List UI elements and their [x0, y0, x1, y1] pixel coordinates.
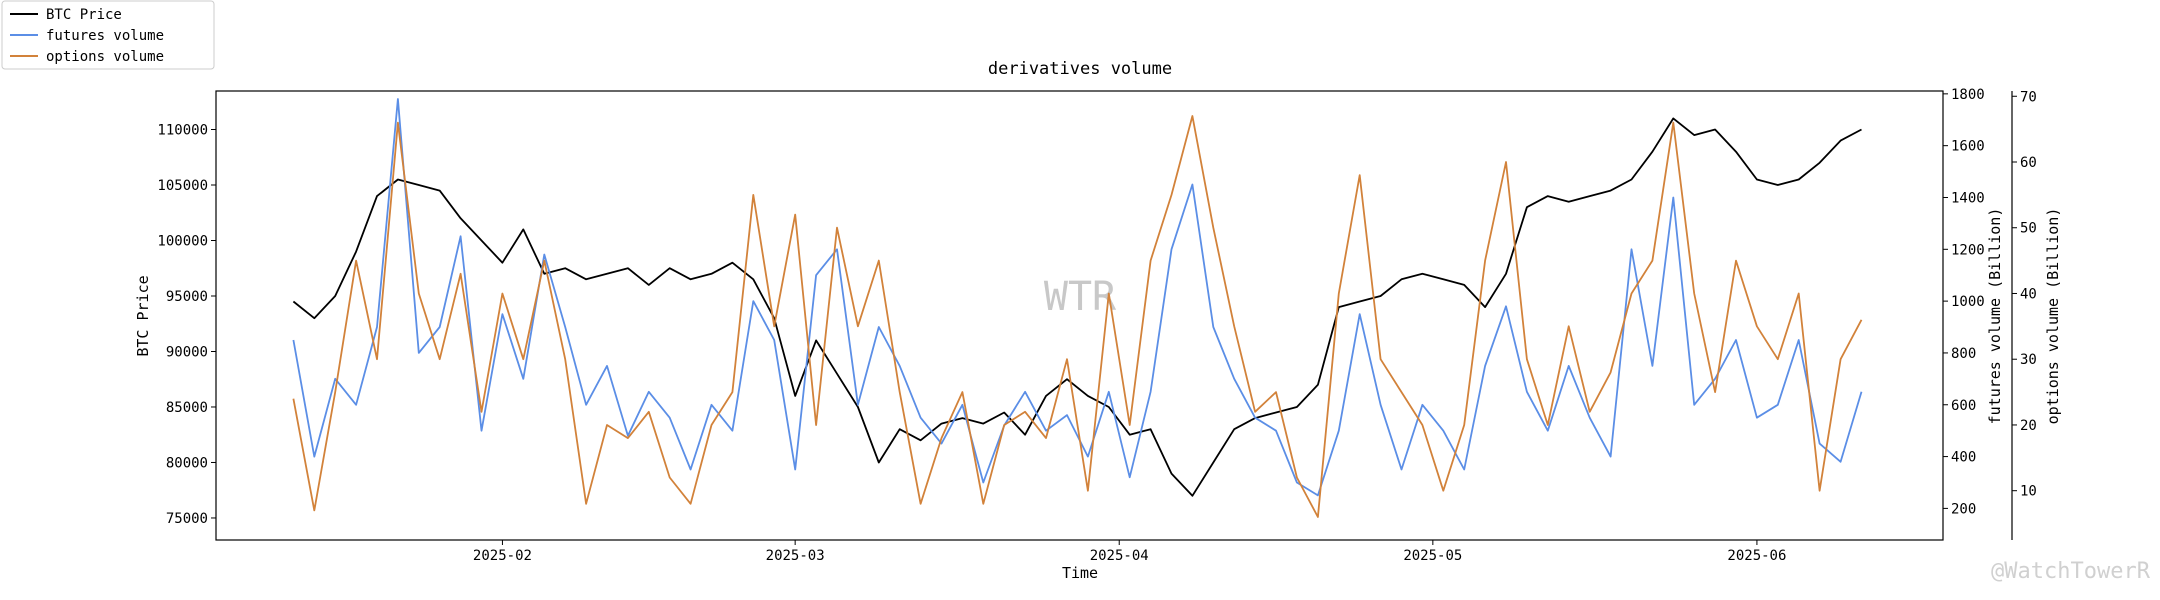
y3-tick-label: 50 — [2020, 221, 2037, 237]
chart-title: derivatives volume — [988, 59, 1172, 79]
series-line — [292, 115, 1863, 518]
credit: @WatchTowerR — [1991, 559, 2151, 584]
y2-tick-label: 1200 — [1951, 242, 1985, 258]
legend-label: futures volume — [46, 28, 164, 44]
y3-tick-label: 30 — [2020, 352, 2037, 368]
y2-tick-label: 200 — [1951, 501, 1976, 517]
y2-tick-label: 1800 — [1951, 87, 1985, 103]
series-line — [292, 117, 1862, 497]
y2-tick-label: 1600 — [1951, 139, 1985, 155]
y2-tick-label: 1000 — [1951, 294, 1985, 310]
y-tick-label: 80000 — [166, 455, 208, 471]
y3-axis-label: options volume (Billion) — [2044, 208, 2062, 425]
x-axis-label: Time — [1062, 564, 1098, 582]
y3-tick-label: 60 — [2020, 155, 2037, 171]
y3-tick-label: 10 — [2020, 484, 2037, 500]
legend-label: options volume — [46, 49, 164, 65]
series-line — [292, 98, 1863, 497]
x-tick-label: 2025-02 — [473, 548, 532, 564]
y-tick-label: 90000 — [166, 344, 208, 360]
y-tick-label: 85000 — [166, 400, 208, 416]
y-tick-label: 105000 — [157, 178, 208, 194]
y3-tick-label: 70 — [2020, 89, 2037, 105]
y3-tick-label: 20 — [2020, 418, 2037, 434]
y2-tick-label: 600 — [1951, 398, 1976, 414]
x-tick-label: 2025-03 — [766, 548, 825, 564]
x-tick-label: 2025-04 — [1090, 548, 1149, 564]
plot-frame — [215, 90, 1944, 541]
y2-tick-label: 1400 — [1951, 190, 1985, 206]
watermark: WTR — [1044, 274, 1117, 320]
x-tick-label: 2025-05 — [1403, 548, 1462, 564]
y2-axis-label: futures volume (Billion) — [1986, 208, 2004, 425]
y-tick-label: 110000 — [157, 123, 208, 139]
y2-tick-label: 400 — [1951, 450, 1976, 466]
legend-label: BTC Price — [46, 7, 122, 23]
x-tick-label: 2025-06 — [1727, 548, 1786, 564]
y-tick-label: 95000 — [166, 289, 208, 305]
y-tick-label: 100000 — [157, 234, 208, 250]
y3-tick-label: 40 — [2020, 286, 2037, 302]
y-axis-label: BTC Price — [134, 275, 152, 356]
legend-box — [1, 0, 215, 70]
y-tick-label: 75000 — [166, 511, 208, 527]
y2-tick-label: 800 — [1951, 346, 1976, 362]
